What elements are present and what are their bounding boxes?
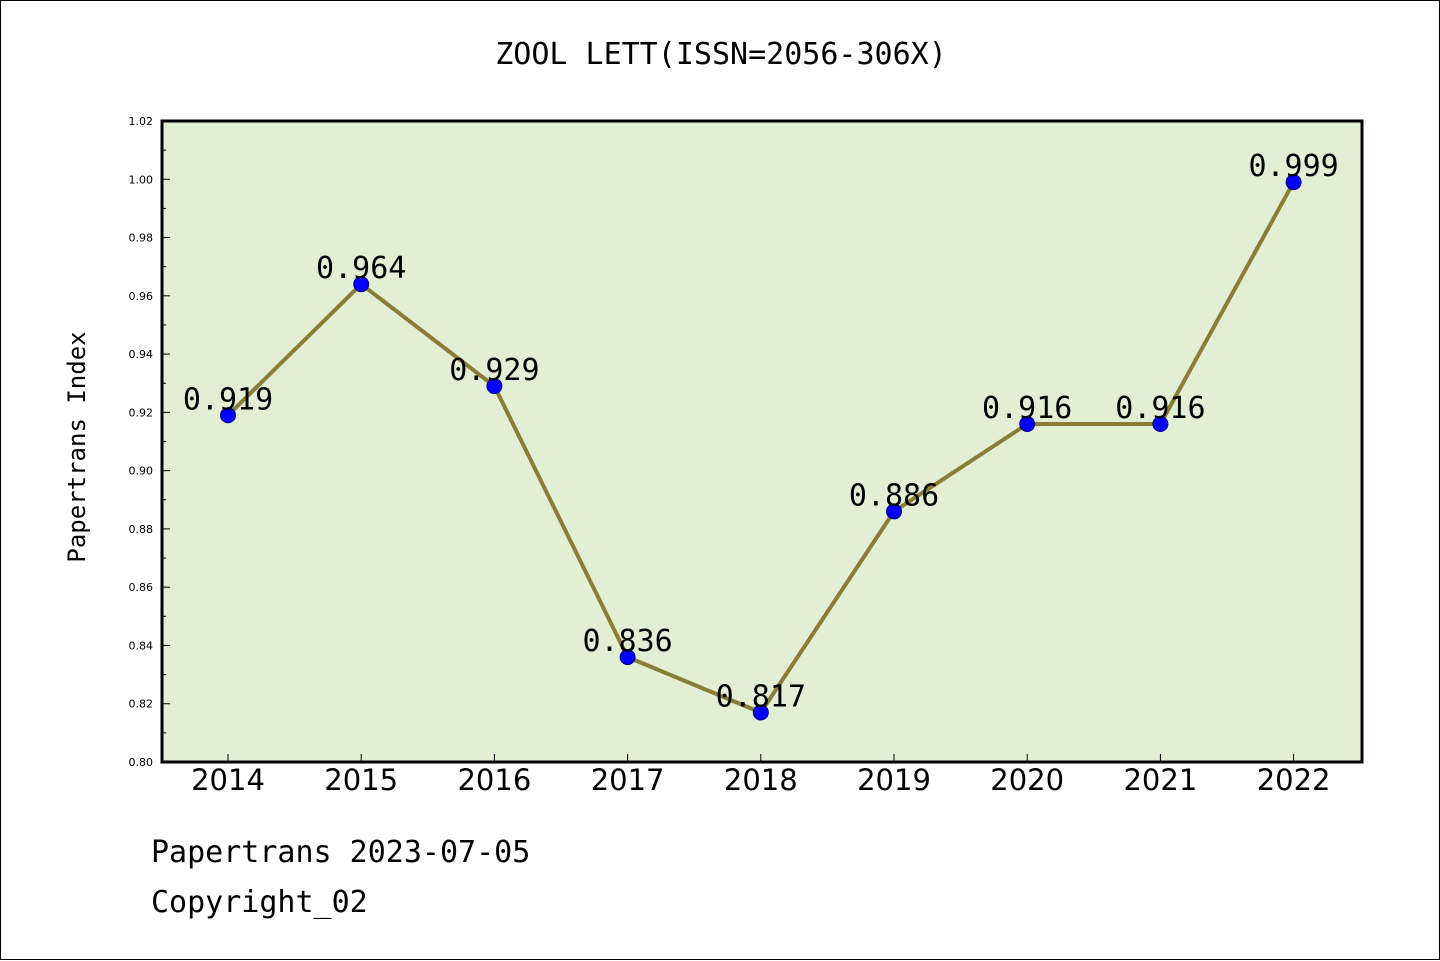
chart-title: ZOOL LETT(ISSN=2056-306X) — [495, 37, 947, 72]
y-tick-label: 0.84 — [129, 639, 154, 652]
data-label: 0.836 — [582, 624, 672, 659]
x-tick-label: 2014 — [191, 763, 265, 797]
y-tick-label: 1.02 — [129, 115, 154, 128]
y-tick-label: 0.86 — [129, 581, 154, 594]
footer-date: Papertrans 2023-07-05 — [151, 835, 531, 870]
data-label: 0.886 — [849, 478, 939, 513]
data-label: 0.817 — [716, 679, 806, 714]
y-tick-label: 0.94 — [129, 348, 154, 361]
data-point — [886, 503, 902, 520]
x-tick-label: 2015 — [324, 763, 398, 797]
x-tick-label: 2022 — [1257, 763, 1331, 797]
y-tick-label: 0.92 — [129, 406, 154, 419]
y-tick-label: 0.82 — [129, 698, 154, 711]
x-tick-label: 2019 — [857, 763, 931, 797]
data-point — [353, 276, 370, 293]
x-tick-label: 2021 — [1123, 763, 1197, 797]
y-tick-label: 1.00 — [129, 173, 154, 186]
data-label: 0.919 — [183, 382, 273, 417]
data-label: 0.929 — [449, 353, 539, 388]
y-tick-label: 0.90 — [129, 465, 154, 478]
data-point — [220, 407, 236, 424]
plot-border — [160, 119, 1364, 764]
data-label: 0.964 — [316, 251, 406, 286]
x-tick-label: 2016 — [457, 763, 531, 797]
footer-copyright: Copyright_02 — [151, 885, 368, 920]
data-point — [486, 378, 503, 395]
y-tick-label: 0.96 — [129, 290, 154, 303]
y-tick-label: 0.88 — [129, 523, 154, 536]
data-label: 0.916 — [1115, 391, 1205, 426]
y-tick-label: 0.80 — [129, 756, 154, 769]
data-point — [619, 649, 636, 666]
data-point — [1152, 416, 1169, 433]
plot-area — [162, 121, 1362, 762]
data-point — [752, 704, 769, 721]
data-point — [1285, 174, 1302, 191]
x-tick-label: 2018 — [724, 763, 798, 797]
data-label: 0.999 — [1248, 149, 1338, 184]
y-tick-label: 0.98 — [129, 232, 154, 245]
data-point — [1019, 416, 1036, 433]
x-tick-label: 2020 — [990, 763, 1064, 797]
data-label: 0.916 — [982, 391, 1072, 426]
x-tick-label: 2017 — [591, 763, 665, 797]
